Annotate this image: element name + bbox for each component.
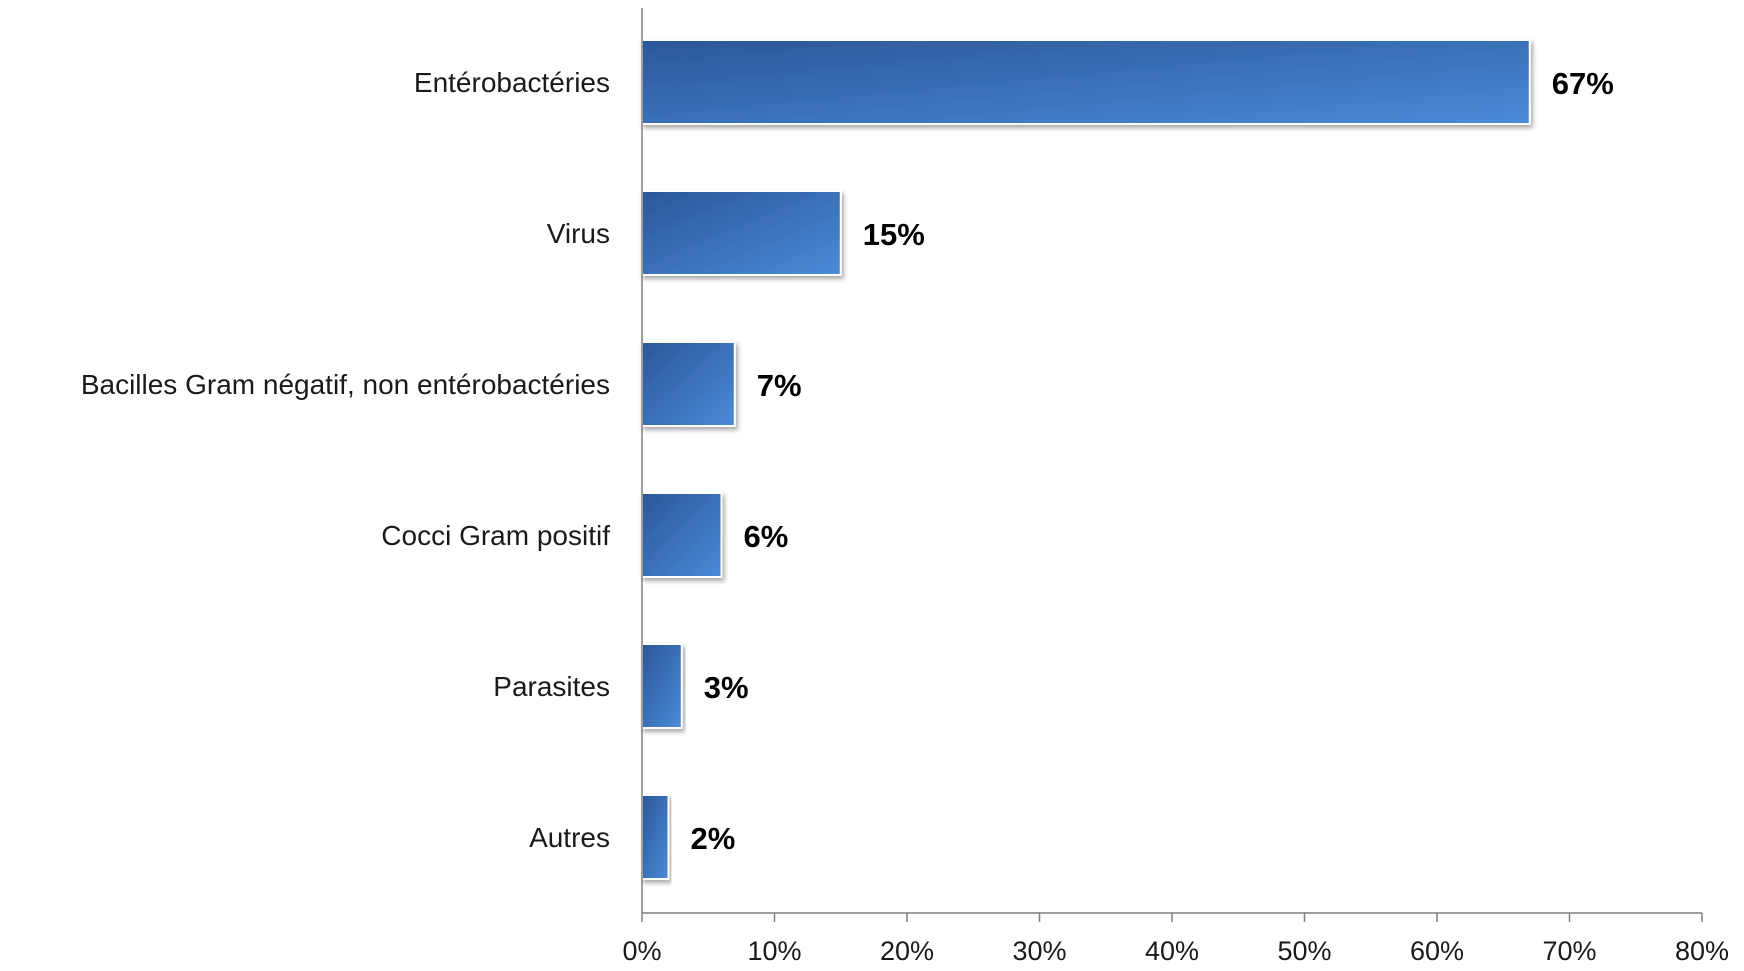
x-tick-label: 40% [1145,936,1199,966]
bar-5 [641,794,670,880]
data-label: 2% [691,821,736,856]
category-label: Autres [529,822,610,853]
data-label: 6% [744,519,789,554]
bar-4 [641,643,683,729]
category-label: Bacilles Gram négatif, non entérobactéri… [81,369,610,400]
x-tick-label: 80% [1675,936,1729,966]
bar-1 [641,190,842,276]
axis-layer [641,8,1703,922]
data-label: 3% [704,670,749,705]
bar-0 [641,39,1531,125]
data-label: 15% [863,217,925,252]
x-tick-label: 60% [1410,936,1464,966]
category-label: Entérobactéries [414,67,610,98]
x-tick-label: 10% [747,936,801,966]
category-label: Parasites [493,671,610,702]
category-label: Virus [547,218,610,249]
category-label: Cocci Gram positif [381,520,610,551]
x-tick-label: 50% [1277,936,1331,966]
bar-2 [641,341,736,427]
data-label: 67% [1552,66,1614,101]
x-tick-label: 20% [880,936,934,966]
x-tick-label: 70% [1542,936,1596,966]
data-label: 7% [757,368,802,403]
bar-3 [641,492,723,578]
labels-layer: Entérobactéries 67% Virus 15% Bacilles Gram … [81,66,1729,966]
bars-layer [641,39,1531,880]
x-tick-label: 30% [1012,936,1066,966]
x-tick-label: 0% [622,936,661,966]
